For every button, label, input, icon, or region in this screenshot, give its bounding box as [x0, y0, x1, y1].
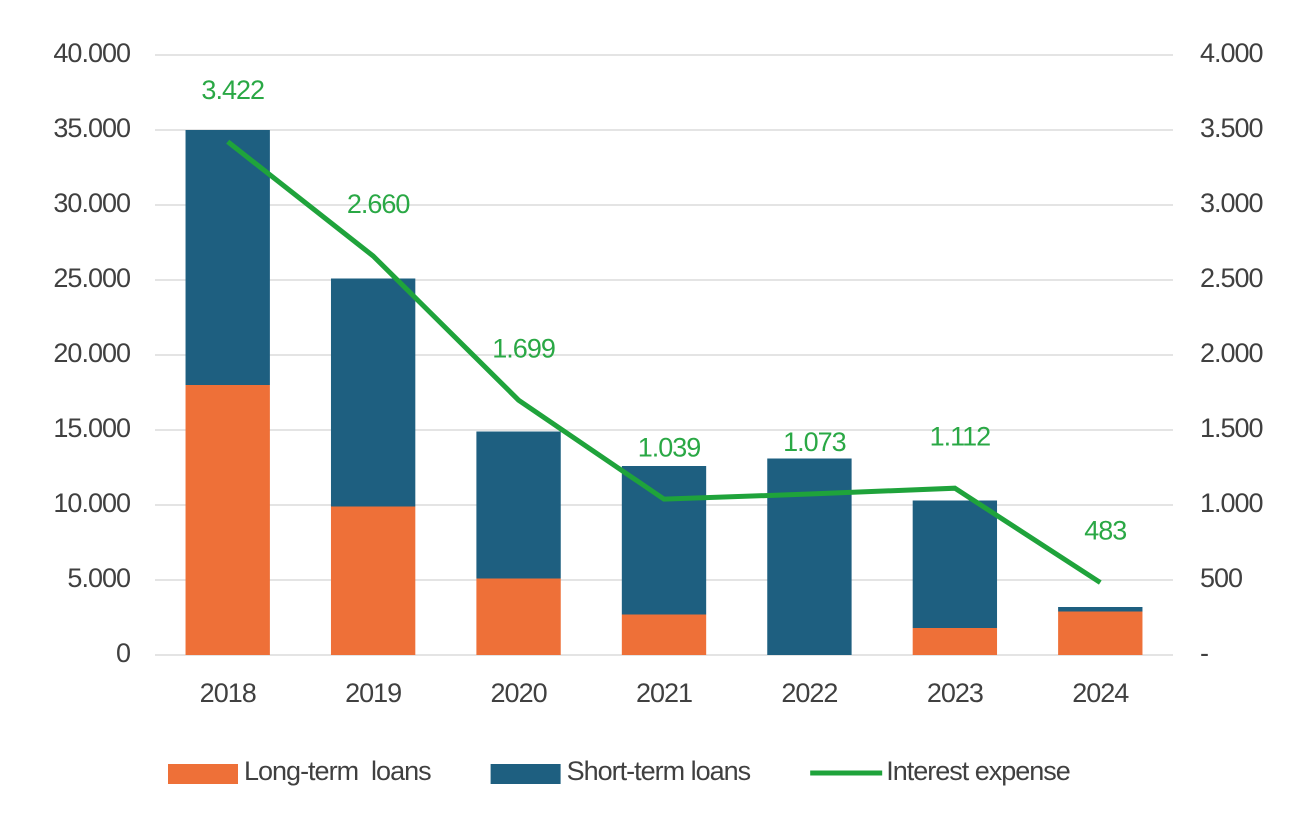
legend-label: Interest expense — [886, 756, 1070, 786]
data-label: 483 — [1084, 516, 1126, 546]
y2-tick-label: 4.000 — [1200, 38, 1263, 68]
x-tick-label: 2024 — [1072, 678, 1129, 708]
bar-segment — [912, 500, 998, 628]
y2-tick-label: 1.000 — [1200, 488, 1263, 518]
line-series — [226, 139, 1102, 585]
data-label: 1.699 — [492, 333, 555, 363]
bar-segment — [621, 614, 707, 655]
bar-segment — [621, 466, 707, 615]
y2-tick-label: 2.500 — [1200, 263, 1263, 293]
y2-tick-label: 1.500 — [1200, 413, 1263, 443]
y-tick-label: 40.000 — [53, 38, 130, 68]
y2-tick-label: 500 — [1200, 563, 1242, 593]
bar-segment — [185, 130, 270, 385]
legend-label: Long-term loans — [244, 756, 431, 786]
bar-segment — [476, 431, 561, 579]
x-tick-label: 2020 — [491, 678, 547, 708]
y-tick-label: 15.000 — [53, 413, 130, 443]
y-tick-label: 30.000 — [53, 188, 130, 218]
legend-swatch — [490, 764, 561, 784]
y-tick-label: 5.000 — [67, 563, 130, 593]
bar-segment — [1058, 611, 1143, 655]
x-tick-label: 2018 — [200, 678, 256, 708]
data-label: 1.073 — [783, 427, 846, 457]
data-label: 3.422 — [201, 75, 264, 105]
y2-tick-label: 3.000 — [1200, 188, 1263, 218]
bar-segment — [185, 385, 270, 655]
data-label: 1.112 — [930, 421, 991, 451]
x-tick-label: 2023 — [927, 678, 983, 708]
data-label: 2.660 — [347, 189, 410, 219]
legend-swatch — [168, 764, 238, 784]
y2-tick-label: 2.000 — [1200, 338, 1263, 368]
y-tick-label: 25.000 — [53, 263, 130, 293]
y-tick-label: 10.000 — [53, 488, 130, 518]
data-label: 1.039 — [638, 432, 701, 462]
bar-segment — [330, 506, 416, 655]
x-tick-label: 2019 — [345, 678, 401, 708]
y2-tick-label: 3.500 — [1200, 113, 1263, 143]
y-tick-label: 0 — [116, 638, 130, 668]
y2-tick-label: - — [1200, 638, 1208, 668]
x-tick-label: 2021 — [636, 678, 692, 708]
x-tick-label: 2022 — [781, 678, 837, 708]
bar-segment — [1058, 607, 1143, 612]
bar-segment — [476, 578, 561, 655]
bar-segment — [767, 458, 852, 655]
y-tick-label: 35.000 — [53, 113, 130, 143]
legend-label: Short-term loans — [567, 756, 751, 786]
y-tick-label: 20.000 — [53, 338, 130, 368]
bar-segment — [912, 628, 998, 655]
bar-segment — [330, 278, 416, 507]
